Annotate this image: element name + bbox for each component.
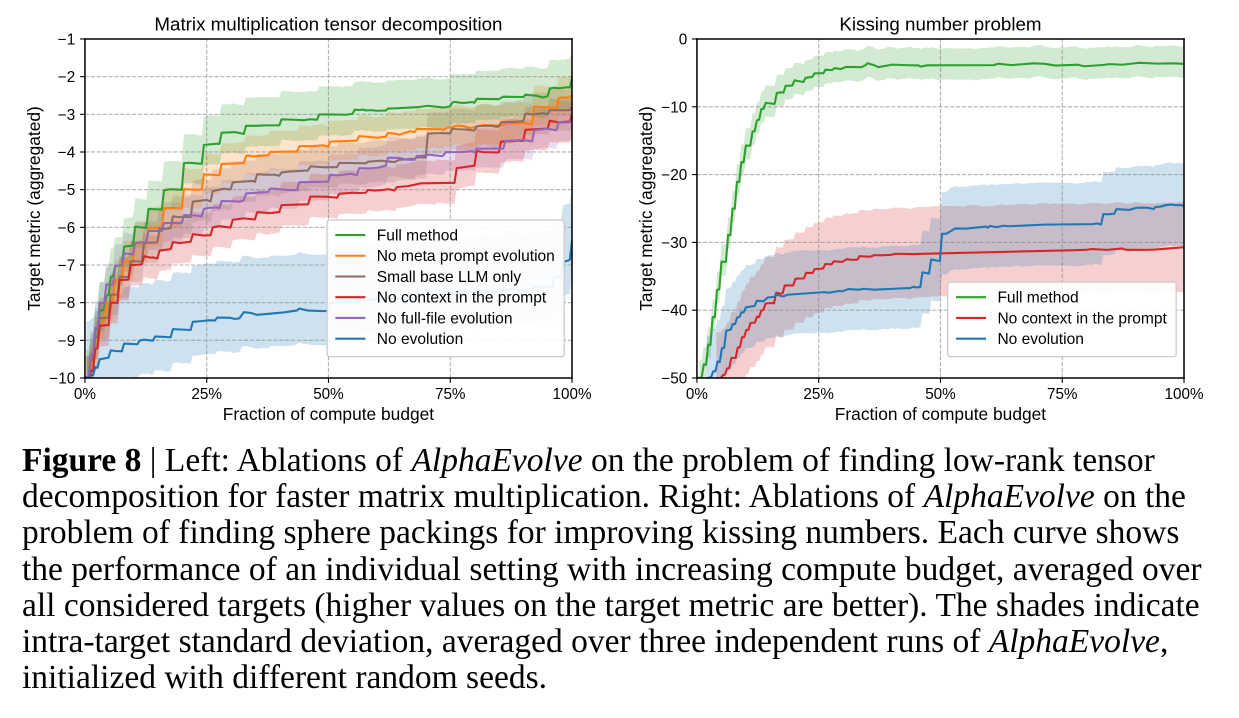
svg-text:Fraction of compute budget: Fraction of compute budget [223, 404, 435, 424]
svg-text:0: 0 [679, 32, 688, 49]
svg-text:−30: −30 [661, 235, 687, 252]
svg-text:−10: −10 [49, 371, 75, 388]
svg-text:−8: −8 [58, 295, 75, 312]
svg-text:No full-file evolution: No full-file evolution [377, 310, 513, 327]
svg-text:0%: 0% [74, 386, 96, 403]
svg-text:Matrix multiplication tensor d: Matrix multiplication tensor decompositi… [154, 14, 502, 35]
svg-text:No meta prompt evolution: No meta prompt evolution [377, 248, 555, 265]
svg-text:Kissing number problem: Kissing number problem [839, 14, 1041, 35]
svg-text:−2: −2 [58, 69, 75, 86]
svg-text:−4: −4 [58, 145, 76, 162]
svg-text:Target metric (aggregated): Target metric (aggregated) [24, 106, 44, 311]
svg-text:−7: −7 [58, 258, 75, 275]
svg-text:50%: 50% [313, 386, 344, 403]
svg-text:−3: −3 [58, 107, 75, 124]
svg-text:−40: −40 [661, 303, 687, 320]
svg-text:−6: −6 [58, 220, 75, 237]
svg-text:75%: 75% [435, 386, 466, 403]
svg-text:−9: −9 [58, 333, 75, 350]
svg-text:−1: −1 [58, 32, 75, 49]
svg-text:100%: 100% [1164, 386, 1203, 403]
svg-text:75%: 75% [1047, 386, 1078, 403]
svg-text:0%: 0% [686, 386, 708, 403]
svg-text:No evolution: No evolution [997, 331, 1083, 348]
svg-text:No context in the prompt: No context in the prompt [997, 310, 1167, 327]
svg-text:100%: 100% [552, 386, 591, 403]
svg-text:Fraction of compute budget: Fraction of compute budget [835, 404, 1047, 424]
svg-text:Small base LLM only: Small base LLM only [377, 269, 522, 286]
svg-text:No evolution: No evolution [377, 331, 463, 348]
svg-text:No context in the prompt: No context in the prompt [377, 290, 547, 307]
svg-text:Full method: Full method [377, 227, 458, 244]
svg-text:25%: 25% [803, 386, 834, 403]
svg-text:−50: −50 [661, 371, 687, 388]
svg-text:−5: −5 [58, 182, 75, 199]
svg-text:−10: −10 [661, 99, 687, 116]
svg-text:−20: −20 [661, 167, 687, 184]
svg-text:50%: 50% [925, 386, 956, 403]
svg-text:Full method: Full method [997, 290, 1078, 307]
svg-text:Target metric (aggregated): Target metric (aggregated) [636, 106, 656, 311]
svg-text:25%: 25% [191, 386, 222, 403]
